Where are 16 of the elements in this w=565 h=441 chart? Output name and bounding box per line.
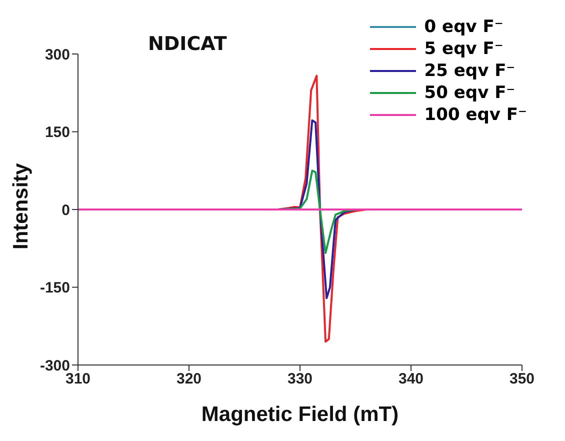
y-tick-label: 150	[44, 124, 70, 142]
y-tick-label: 300	[44, 46, 70, 64]
annotation: NDICAT	[148, 33, 227, 55]
x-tick-label: 320	[176, 370, 202, 388]
legend-label: 25 eqv F⁻	[424, 61, 516, 81]
legend-label: 5 eqv F⁻	[424, 39, 504, 59]
x-tick-label: 350	[509, 370, 535, 388]
legend-label: 100 eqv F⁻	[424, 105, 527, 125]
y-tick-label: -150	[40, 280, 70, 297]
legend-label: 50 eqv F⁻	[424, 83, 516, 103]
x-tick-label: 340	[398, 370, 424, 388]
x-axis-title: Magnetic Field (mT)	[201, 403, 399, 426]
y-tick-label: 0	[62, 202, 70, 219]
x-tick-label: 330	[287, 370, 313, 388]
legend-label: 0 eqv F⁻	[424, 17, 504, 37]
y-axis-title: Intensity	[9, 162, 32, 250]
